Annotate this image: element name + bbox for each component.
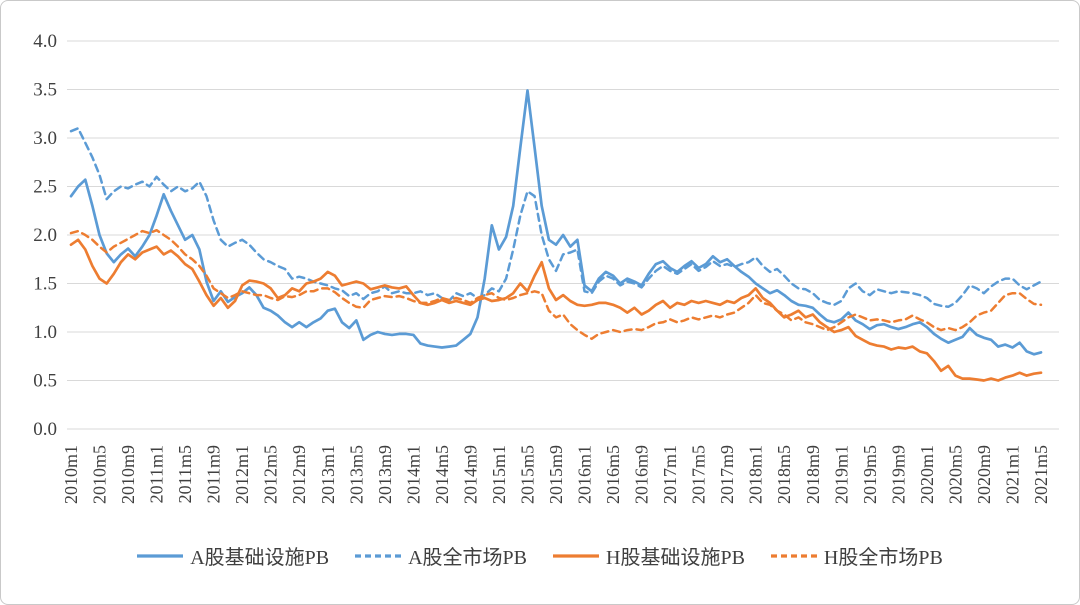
chart-legend: A股基础设施PB A股全市场PB H股基础设施PB H股全市场PB: [1, 541, 1079, 570]
legend-item-0: A股基础设施PB: [137, 541, 329, 570]
y-axis-tick-label: 2.5: [33, 177, 57, 198]
x-axis-tick-label: 2021m5: [1031, 445, 1051, 504]
x-axis-tick-label: 2011m5: [175, 445, 195, 503]
x-axis-tick-label: 2010m9: [118, 445, 138, 504]
x-axis-tick-label: 2021m1: [1002, 445, 1022, 504]
x-axis-tick-label: 2010m1: [61, 445, 81, 504]
x-axis-tick-label: 2012m5: [261, 445, 281, 504]
x-axis-tick-label: 2011m9: [204, 445, 224, 503]
legend-label: A股基础设施PB: [190, 547, 330, 569]
x-axis-tick-label: 2018m1: [746, 445, 766, 504]
x-axis-tick-label: 2019m9: [888, 445, 908, 504]
x-axis-tick-label: 2013m5: [346, 445, 366, 504]
x-axis-tick-label: 2016m9: [632, 445, 652, 504]
x-axis-tick-label: 2013m1: [318, 445, 338, 504]
y-axis-tick-label: 0.0: [33, 419, 57, 440]
legend-item-3: H股全市场PB: [770, 541, 943, 570]
x-axis-tick-label: 2015m9: [546, 445, 566, 504]
x-axis-tick-label: 2015m5: [517, 445, 537, 504]
x-axis-tick-label: 2019m1: [831, 445, 851, 504]
x-axis-tick-label: 2011m1: [147, 445, 167, 503]
x-axis-tick-label: 2012m1: [232, 445, 252, 504]
series-line-2: [69, 238, 1043, 382]
y-axis-tick-label: 4.0: [33, 31, 57, 52]
y-axis-tick-label: 1.5: [33, 274, 57, 295]
y-axis-tick-label: 1.0: [33, 322, 57, 343]
legend-label: H股全市场PB: [823, 547, 943, 569]
y-axis-tick-label: 0.5: [33, 371, 57, 392]
x-axis-tick-label: 2013m9: [375, 445, 395, 504]
x-axis-tick-label: 2017m9: [717, 445, 737, 504]
x-axis-tick-label: 2012m9: [289, 445, 309, 504]
legend-line-sample: [553, 553, 599, 558]
x-axis-tick-label: 2020m1: [917, 445, 937, 504]
x-axis-tick-label: 2018m9: [803, 445, 823, 504]
y-axis-tick-label: 3.5: [33, 80, 57, 101]
x-axis-tick-label: 2019m5: [860, 445, 880, 504]
x-axis-tick-label: 2015m1: [489, 445, 509, 504]
x-axis-tick-label: 2014m1: [403, 445, 423, 504]
legend-line-sample: [137, 553, 184, 558]
x-axis-tick-label: 2018m5: [774, 445, 794, 504]
legend-line-sample: [355, 553, 402, 558]
x-axis-tick-label: 2016m5: [603, 445, 623, 504]
x-axis-tick-label: 2014m5: [432, 445, 452, 504]
legend-item-2: H股基础设施PB: [553, 541, 745, 570]
legend-item-1: A股全市场PB: [355, 541, 527, 570]
x-axis-tick-label: 2016m1: [575, 445, 595, 504]
series-line-1: [69, 127, 1043, 309]
series-line-0: [69, 89, 1043, 356]
legend-label: H股基础设施PB: [606, 547, 745, 569]
x-axis-tick-label: 2017m5: [689, 445, 709, 504]
x-axis-tick-label: 2020m5: [945, 445, 965, 504]
legend-line-sample: [770, 553, 817, 558]
legend-label: A股全市场PB: [408, 547, 527, 569]
x-axis-tick-label: 2010m5: [90, 445, 110, 504]
x-axis-tick-label: 2014m9: [460, 445, 480, 504]
x-axis-tick-label: 2020m9: [974, 445, 994, 504]
series-line-3: [69, 228, 1043, 341]
x-axis-tick-label: 2017m1: [660, 445, 680, 504]
y-axis-tick-label: 2.0: [33, 225, 57, 246]
y-axis-tick-label: 3.0: [33, 128, 57, 149]
